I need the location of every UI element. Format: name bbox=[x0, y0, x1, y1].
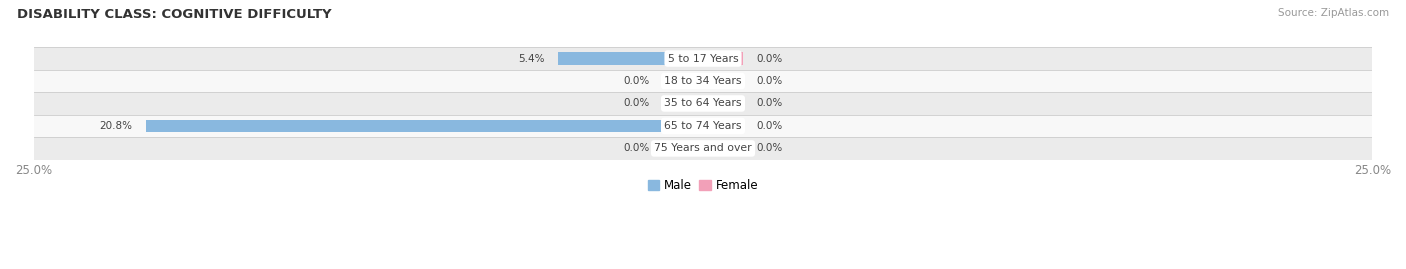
Bar bbox=[703, 142, 744, 155]
Text: 0.0%: 0.0% bbox=[623, 76, 650, 86]
Legend: Male, Female: Male, Female bbox=[643, 174, 763, 196]
Bar bbox=[34, 92, 1372, 115]
Bar bbox=[662, 97, 703, 110]
Text: Source: ZipAtlas.com: Source: ZipAtlas.com bbox=[1278, 8, 1389, 18]
Bar bbox=[703, 75, 744, 87]
Text: 65 to 74 Years: 65 to 74 Years bbox=[664, 121, 742, 131]
Text: 75 Years and over: 75 Years and over bbox=[654, 143, 752, 153]
Bar bbox=[662, 75, 703, 87]
Text: 0.0%: 0.0% bbox=[756, 121, 783, 131]
Bar bbox=[146, 120, 703, 132]
Bar bbox=[34, 70, 1372, 92]
Text: 5.4%: 5.4% bbox=[519, 54, 546, 63]
Text: DISABILITY CLASS: COGNITIVE DIFFICULTY: DISABILITY CLASS: COGNITIVE DIFFICULTY bbox=[17, 8, 332, 21]
Text: 0.0%: 0.0% bbox=[623, 143, 650, 153]
Text: 0.0%: 0.0% bbox=[623, 98, 650, 108]
Bar bbox=[558, 52, 703, 65]
Text: 0.0%: 0.0% bbox=[756, 98, 783, 108]
Text: 0.0%: 0.0% bbox=[756, 54, 783, 63]
Bar bbox=[703, 120, 744, 132]
Bar bbox=[703, 97, 744, 110]
Text: 0.0%: 0.0% bbox=[756, 76, 783, 86]
Bar bbox=[703, 52, 744, 65]
Text: 20.8%: 20.8% bbox=[100, 121, 132, 131]
Bar bbox=[34, 137, 1372, 160]
Text: 5 to 17 Years: 5 to 17 Years bbox=[668, 54, 738, 63]
Bar bbox=[34, 115, 1372, 137]
Text: 0.0%: 0.0% bbox=[756, 143, 783, 153]
Bar bbox=[662, 142, 703, 155]
Text: 35 to 64 Years: 35 to 64 Years bbox=[664, 98, 742, 108]
Bar bbox=[34, 47, 1372, 70]
Text: 18 to 34 Years: 18 to 34 Years bbox=[664, 76, 742, 86]
